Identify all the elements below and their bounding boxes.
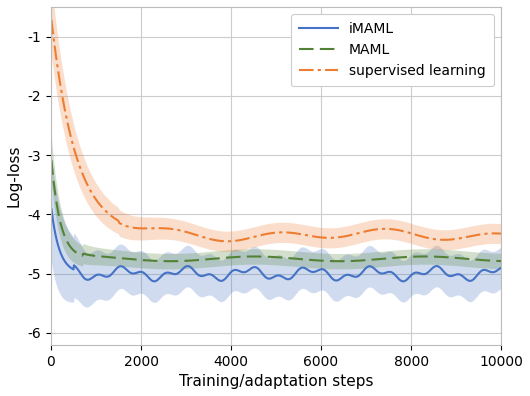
iMAML bbox=[498, 265, 505, 270]
supervised learning bbox=[52, 50, 59, 55]
supervised learning bbox=[498, 231, 505, 236]
supervised learning bbox=[405, 230, 412, 235]
supervised learning bbox=[423, 235, 430, 240]
MAML bbox=[52, 194, 59, 198]
supervised learning bbox=[274, 230, 280, 235]
MAML bbox=[337, 259, 343, 264]
MAML bbox=[48, 158, 55, 162]
MAML bbox=[273, 255, 279, 259]
MAML bbox=[173, 259, 180, 263]
iMAML bbox=[274, 273, 280, 278]
Line: supervised learning: supervised learning bbox=[51, 20, 501, 241]
Legend: iMAML, MAML, supervised learning: iMAML, MAML, supervised learning bbox=[291, 14, 494, 86]
iMAML bbox=[151, 279, 157, 284]
iMAML bbox=[418, 272, 425, 276]
Y-axis label: Log-loss: Log-loss bbox=[7, 145, 22, 207]
MAML bbox=[498, 259, 505, 263]
MAML bbox=[423, 254, 430, 259]
MAML bbox=[418, 254, 425, 259]
iMAML bbox=[52, 232, 59, 237]
supervised learning bbox=[224, 239, 231, 244]
supervised learning bbox=[173, 227, 180, 232]
supervised learning bbox=[48, 17, 55, 22]
iMAML bbox=[48, 207, 55, 211]
Line: iMAML: iMAML bbox=[51, 209, 501, 281]
iMAML bbox=[405, 275, 412, 280]
MAML bbox=[405, 255, 412, 259]
X-axis label: Training/adaptation steps: Training/adaptation steps bbox=[179, 374, 373, 389]
iMAML bbox=[174, 271, 181, 276]
Line: MAML: MAML bbox=[51, 160, 501, 261]
supervised learning bbox=[418, 234, 425, 239]
iMAML bbox=[423, 271, 430, 276]
